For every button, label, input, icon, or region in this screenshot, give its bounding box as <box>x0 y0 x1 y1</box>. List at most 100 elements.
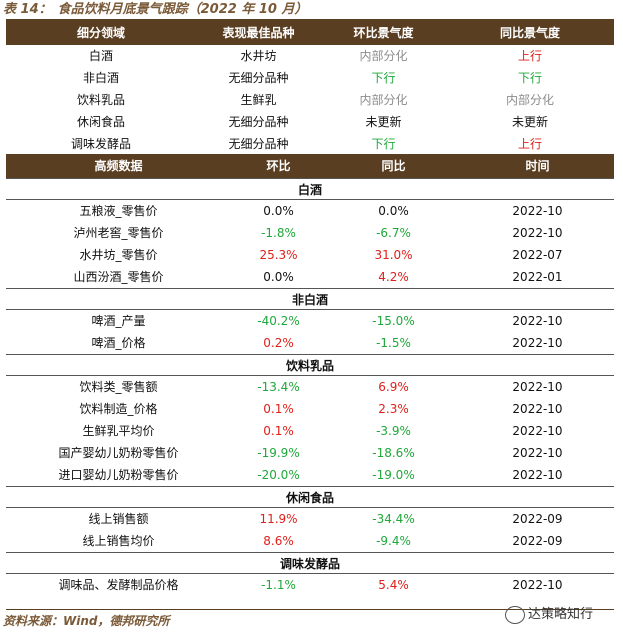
col-header-mom: 环比景气度 <box>353 26 414 40</box>
table-row: 五粮液_零售价 0.0% 0.0% 2022-10 <box>6 200 614 222</box>
date-cell: 2022-10 <box>512 314 563 328</box>
table-row: 线上销售额 11.9% -34.4% 2022-09 <box>6 508 614 530</box>
date-cell: 2022-10 <box>512 380 563 394</box>
item-name-cell: 调味品、发酵制品价格 <box>58 578 179 592</box>
col-header-freq-mom: 环比 <box>266 159 291 173</box>
mom-value-cell: 8.6% <box>263 534 294 548</box>
freq-header-row: 高频数据 环比 同比 时间 <box>6 154 614 178</box>
yoy-value-cell: 4.2% <box>378 270 409 284</box>
table-row: 泸州老窖_零售价 -1.8% -6.7% 2022-10 <box>6 222 614 244</box>
sector-cell: 非白酒 <box>82 71 119 85</box>
col-header-yoy: 同比景气度 <box>499 26 560 40</box>
mom-trend-cell: 内部分化 <box>359 93 408 107</box>
item-name-cell: 饮料制造_价格 <box>79 402 158 416</box>
mom-value-cell: 0.2% <box>263 336 294 350</box>
table-title-text: 食品饮料月底景气跟踪（2022 年 10 月） <box>57 2 308 17</box>
section-header: 饮料乳品 <box>6 354 614 376</box>
item-name-cell: 啤酒_产量 <box>91 314 146 328</box>
bottom-rule <box>6 609 614 610</box>
summary-header-row: 细分领域 表现最佳品种 环比景气度 同比景气度 <box>6 21 614 45</box>
mom-value-cell: 0.1% <box>263 424 294 438</box>
table-row: 调味品、发酵制品价格 -1.1% 5.4% 2022-10 <box>6 574 614 596</box>
watermark: 达策略知行 <box>505 603 593 624</box>
best-item-cell: 水井坊 <box>240 49 277 63</box>
date-cell: 2022-10 <box>512 402 563 416</box>
table-title: 表 14： 食品饮料月底景气跟踪（2022 年 10 月） <box>3 0 307 19</box>
col-header-sector: 细分领域 <box>76 26 125 40</box>
yoy-value-cell: 6.9% <box>378 380 409 394</box>
wechat-logo-icon <box>505 605 525 624</box>
mom-value-cell: -40.2% <box>257 314 300 328</box>
yoy-value-cell: 2.3% <box>378 402 409 416</box>
table-row: 饮料制造_价格 0.1% 2.3% 2022-10 <box>6 398 614 420</box>
mom-value-cell: -1.1% <box>261 578 296 592</box>
yoy-value-cell: -1.5% <box>376 336 411 350</box>
section-header: 白酒 <box>6 178 614 200</box>
table-row: 饮料类_零售额 -13.4% 6.9% 2022-10 <box>6 376 614 398</box>
yoy-value-cell: -15.0% <box>372 314 415 328</box>
yoy-value-cell: 0.0% <box>378 204 409 218</box>
best-item-cell: 无细分品种 <box>228 115 289 129</box>
section-header: 调味发酵品 <box>6 552 614 574</box>
yoy-trend-cell: 上行 <box>517 137 542 151</box>
sector-cell: 休闲食品 <box>76 115 125 129</box>
mom-value-cell: -20.0% <box>257 468 300 482</box>
summary-row: 白酒 水井坊 内部分化 上行 <box>6 45 614 67</box>
yoy-trend-cell: 下行 <box>517 71 542 85</box>
mom-value-cell: -1.8% <box>261 226 296 240</box>
date-cell: 2022-10 <box>512 446 563 460</box>
table-row: 国产婴幼儿奶粉零售价 -19.9% -18.6% 2022-10 <box>6 442 614 464</box>
yoy-value-cell: -19.0% <box>372 468 415 482</box>
item-name-cell: 山西汾酒_零售价 <box>73 270 164 284</box>
item-name-cell: 进口婴幼儿奶粉零售价 <box>58 468 179 482</box>
table-row: 啤酒_价格 0.2% -1.5% 2022-10 <box>6 332 614 354</box>
table-row: 进口婴幼儿奶粉零售价 -20.0% -19.0% 2022-10 <box>6 464 614 486</box>
mom-trend-cell: 内部分化 <box>359 49 408 63</box>
best-item-cell: 无细分品种 <box>228 137 289 151</box>
source-note: 资料来源：Wind，德邦研究所 <box>3 614 170 628</box>
top-rule <box>6 19 614 21</box>
item-name-cell: 国产婴幼儿奶粉零售价 <box>58 446 179 460</box>
mom-value-cell: 0.0% <box>263 204 294 218</box>
col-header-freq-yoy: 同比 <box>381 159 406 173</box>
date-cell: 2022-07 <box>512 248 563 262</box>
mom-value-cell: -13.4% <box>257 380 300 394</box>
table-row: 生鲜乳平均价 0.1% -3.9% 2022-10 <box>6 420 614 442</box>
date-cell: 2022-10 <box>512 226 563 240</box>
mom-trend-cell: 下行 <box>371 137 396 151</box>
section-header: 非白酒 <box>6 288 614 310</box>
date-cell: 2022-10 <box>512 578 563 592</box>
date-cell: 2022-09 <box>512 534 563 548</box>
item-name-cell: 水井坊_零售价 <box>79 248 158 262</box>
yoy-value-cell: -18.6% <box>372 446 415 460</box>
yoy-value-cell: -3.9% <box>376 424 411 438</box>
mom-value-cell: 11.9% <box>259 512 298 526</box>
col-header-item: 高频数据 <box>94 159 143 173</box>
table-row: 水井坊_零售价 25.3% 31.0% 2022-07 <box>6 244 614 266</box>
yoy-value-cell: 5.4% <box>378 578 409 592</box>
date-cell: 2022-10 <box>512 424 563 438</box>
item-name-cell: 泸州老窖_零售价 <box>73 226 164 240</box>
mom-trend-cell: 未更新 <box>365 115 402 129</box>
section-header: 休闲食品 <box>6 486 614 508</box>
summary-row: 休闲食品 无细分品种 未更新 未更新 <box>6 111 614 133</box>
mom-value-cell: -19.9% <box>257 446 300 460</box>
yoy-value-cell: -34.4% <box>372 512 415 526</box>
yoy-value-cell: -6.7% <box>376 226 411 240</box>
table-row: 线上销售均价 8.6% -9.4% 2022-09 <box>6 530 614 552</box>
item-name-cell: 啤酒_价格 <box>91 336 146 350</box>
best-item-cell: 无细分品种 <box>228 71 289 85</box>
item-name-cell: 五粮液_零售价 <box>79 204 158 218</box>
yoy-value-cell: -9.4% <box>376 534 411 548</box>
yoy-trend-cell: 上行 <box>517 49 542 63</box>
col-header-best: 表现最佳品种 <box>222 26 295 40</box>
summary-row: 调味发酵品 无细分品种 下行 上行 <box>6 133 614 155</box>
table-number: 表 14： <box>3 2 52 17</box>
watermark-text: 达策略知行 <box>528 607 594 622</box>
item-name-cell: 饮料类_零售额 <box>79 380 158 394</box>
mom-value-cell: 0.1% <box>263 402 294 416</box>
table-row: 啤酒_产量 -40.2% -15.0% 2022-10 <box>6 310 614 332</box>
summary-row: 非白酒 无细分品种 下行 下行 <box>6 67 614 89</box>
best-item-cell: 生鲜乳 <box>240 93 277 107</box>
date-cell: 2022-10 <box>512 336 563 350</box>
